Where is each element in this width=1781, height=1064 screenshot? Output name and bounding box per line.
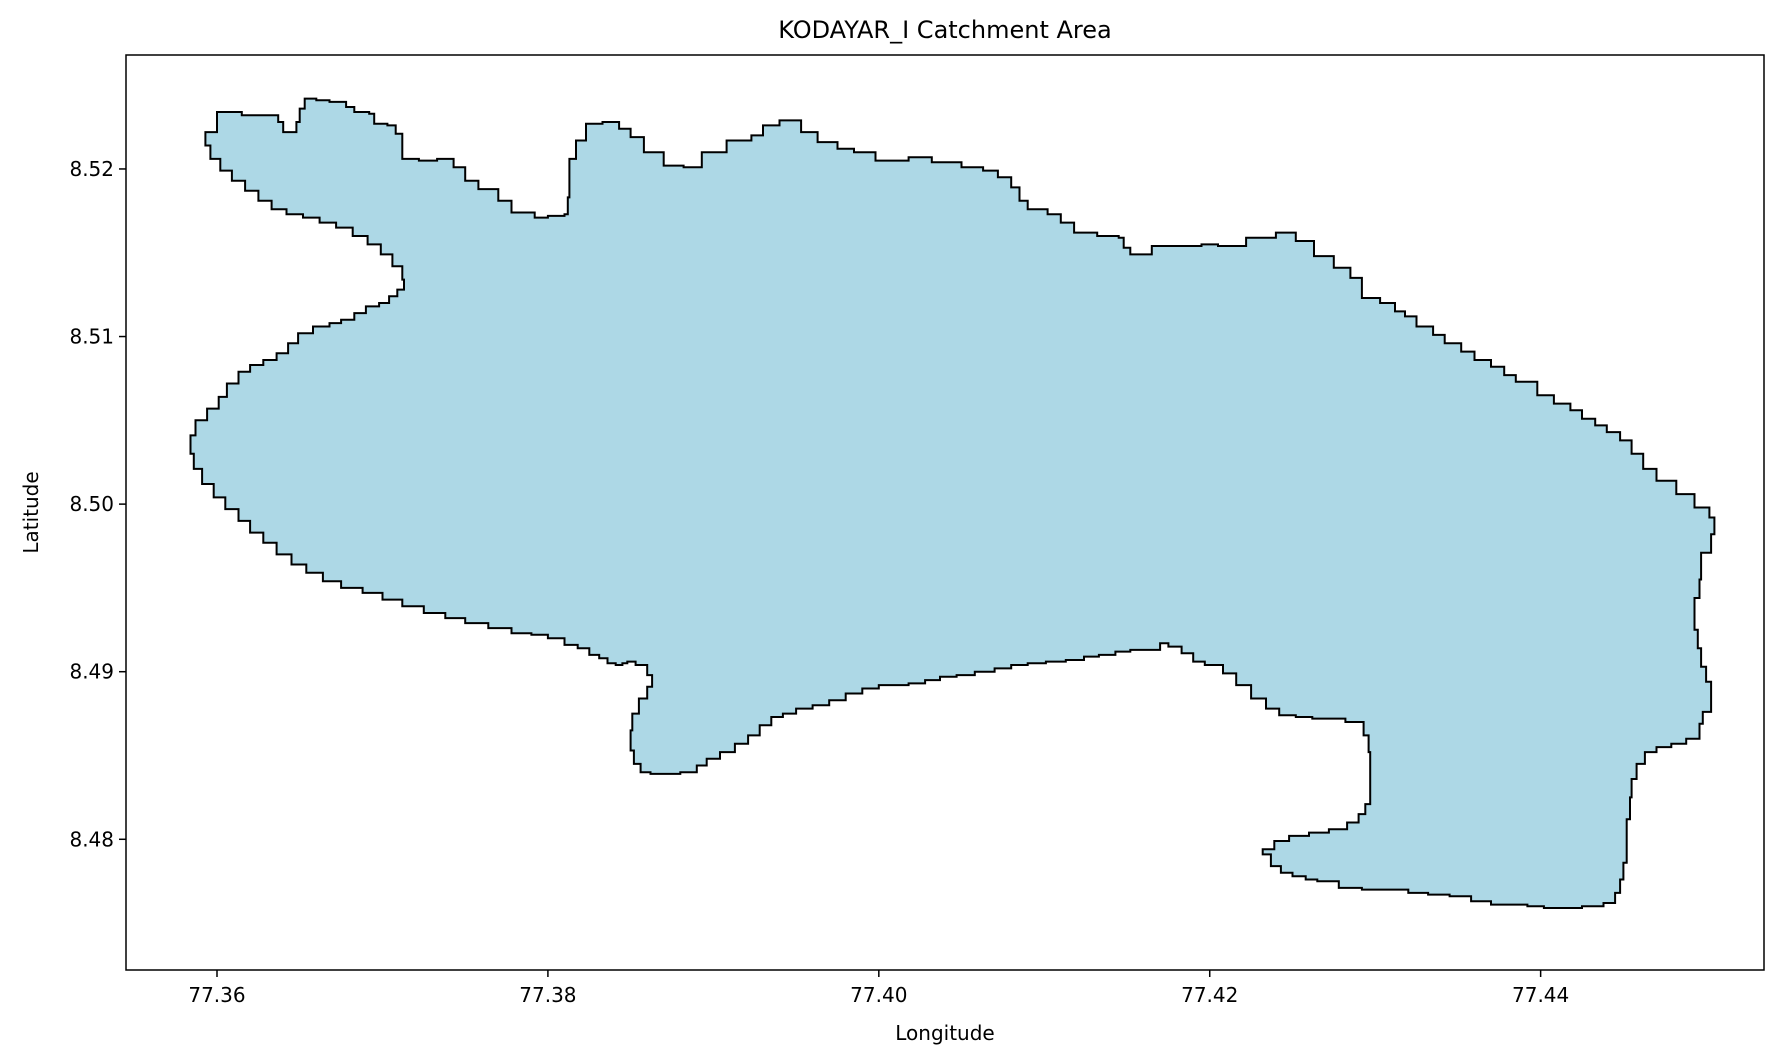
x-axis: 77.36 77.38 77.40 77.42 77.44 [188, 970, 1569, 1007]
catchment-polygon [189, 97, 1716, 909]
x-tick-label: 77.36 [188, 983, 245, 1007]
y-axis: 8.48 8.49 8.50 8.51 8.52 [69, 157, 126, 851]
x-tick-label: 77.42 [1181, 983, 1238, 1007]
y-tick-label: 8.51 [69, 325, 114, 349]
y-tick-label: 8.49 [69, 660, 114, 684]
y-axis-title: Latitude [19, 471, 43, 553]
y-tick-label: 8.48 [69, 827, 114, 851]
x-tick-label: 77.40 [850, 983, 907, 1007]
y-tick-label: 8.52 [69, 157, 114, 181]
x-tick-label: 77.38 [519, 983, 576, 1007]
x-tick-label: 77.44 [1512, 983, 1569, 1007]
y-tick-label: 8.50 [69, 492, 114, 516]
chart-title: KODAYAR_I Catchment Area [778, 16, 1111, 44]
x-axis-title: Longitude [895, 1021, 994, 1045]
